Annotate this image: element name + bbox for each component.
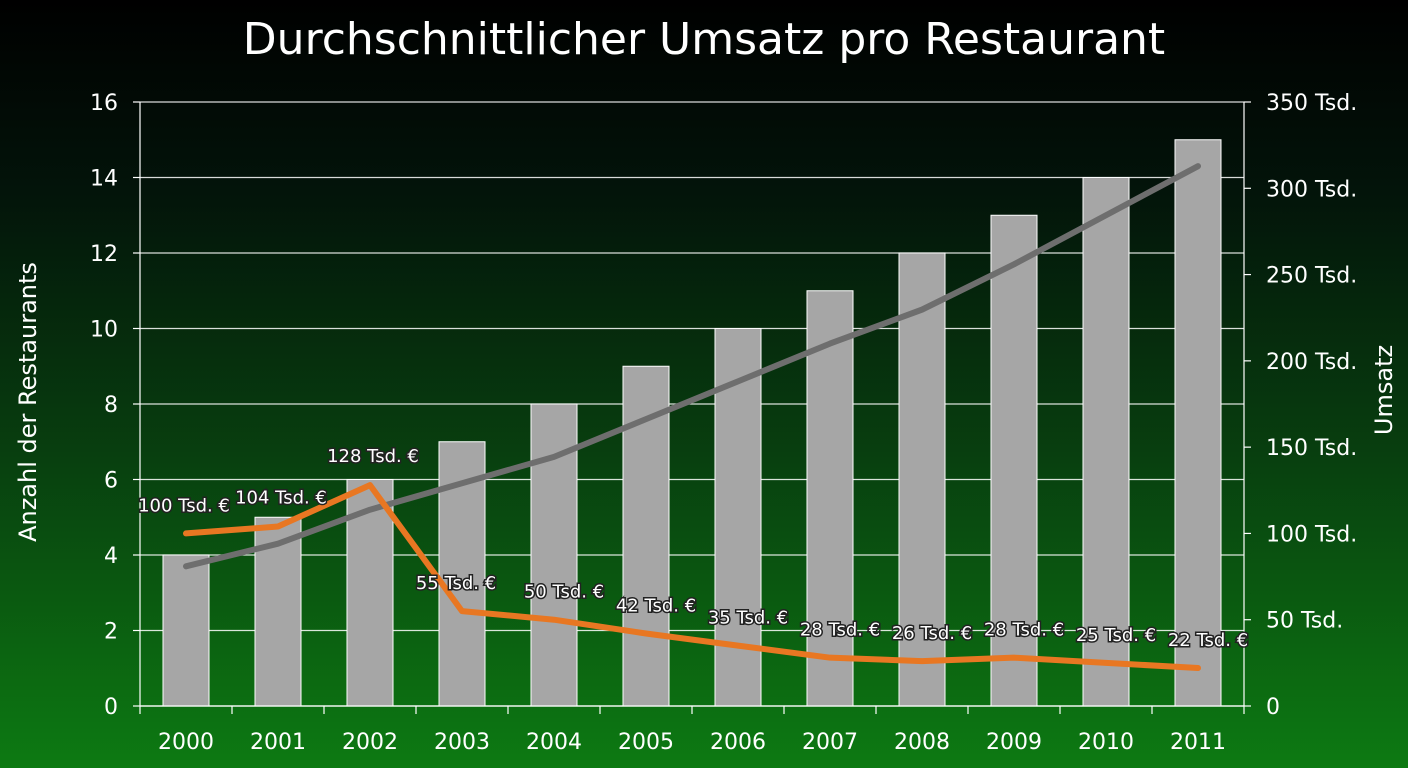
data-label: 35 Tsd. € [708,608,788,629]
data-label: 104 Tsd. € [235,488,327,509]
chart-title: Durchschnittlicher Umsatz pro Restaurant [242,14,1166,65]
x-tick-label: 2005 [618,730,674,755]
y-right-tick-label: 300 Tsd. [1266,177,1357,202]
y-right-tick-label: 350 Tsd. [1266,91,1357,116]
y-left-tick-label: 8 [104,393,118,418]
y-left-tick-label: 2 [104,620,118,645]
bar [898,252,946,707]
data-label: 25 Tsd. € [1076,625,1156,646]
y-left-tick-label: 6 [104,469,118,494]
y-left-tick-label: 0 [104,695,118,720]
data-label: 55 Tsd. € [416,573,496,594]
bar [806,290,854,707]
y-left-tick-label: 16 [90,91,118,116]
x-tick-label: 2006 [710,730,766,755]
x-tick-label: 2000 [158,730,214,755]
umsatz-line [183,482,1201,672]
y-right-tick-label: 0 [1266,695,1280,720]
line-layer [183,163,1201,672]
y-right-tick-label: 100 Tsd. [1266,522,1357,547]
y-left-tick-label: 12 [90,242,118,267]
x-tick-label: 2009 [986,730,1042,755]
trend-line [183,163,1201,570]
y-left-tick-label: 14 [90,167,118,192]
y-left-tick-label: 10 [90,318,118,343]
y-right-tick-label: 250 Tsd. [1266,264,1357,289]
x-tick-label: 2001 [250,730,306,755]
data-label: 100 Tsd. € [138,495,230,516]
data-label: 28 Tsd. € [800,620,880,641]
x-tick-label: 2002 [342,730,398,755]
bar [990,214,1038,707]
data-label: 26 Tsd. € [892,623,972,644]
x-tick-label: 2004 [526,730,582,755]
data-label: 128 Tsd. € [327,446,419,467]
axis-layer: 0 2 4 6 8 10 12 14 16 0 50 Tsd. 100 Tsd. 150 Tsd. 200… [90,91,1357,755]
y-left-tick-label: 4 [104,544,118,569]
data-label: 28 Tsd. € [984,620,1064,641]
data-label: 42 Tsd. € [616,596,696,617]
y-axis-left-title: Anzahl der Restaurants [14,262,42,542]
bar [162,554,210,707]
y-axis-right-title: Umsatz [1370,345,1398,435]
x-tick-label: 2010 [1078,730,1134,755]
y-right-tick-label: 200 Tsd. [1266,350,1357,375]
bar [1082,177,1130,707]
y-right-tick-label: 150 Tsd. [1266,436,1357,461]
data-label: 22 Tsd. € [1168,630,1248,651]
x-tick-label: 2007 [802,730,858,755]
x-tick-label: 2008 [894,730,950,755]
x-tick-label: 2011 [1170,730,1226,755]
label-layer: 100 Tsd. €104 Tsd. €128 Tsd. € 55 Tsd. € 5… [137,445,1250,653]
data-label: 50 Tsd. € [524,582,604,603]
bar [1174,139,1222,707]
x-tick-label: 2003 [434,730,490,755]
y-right-tick-label: 50 Tsd. [1266,609,1343,634]
